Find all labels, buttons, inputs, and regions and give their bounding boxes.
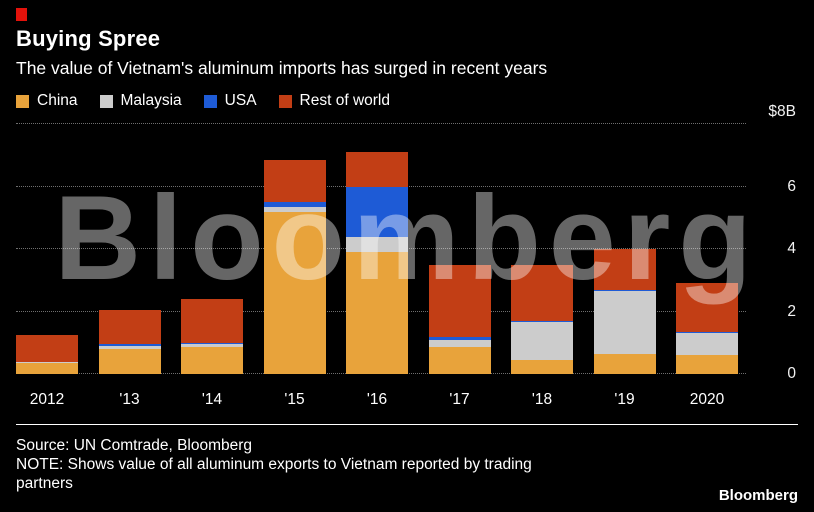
bar-segment-rest-of-world — [593, 249, 656, 290]
bar-segment-usa — [263, 202, 326, 207]
bar-segment-usa — [676, 331, 738, 334]
bar-2012 — [16, 334, 78, 374]
y-tick-label: 0 — [787, 365, 796, 382]
bar-17 — [428, 264, 491, 374]
legend-item-china: China — [16, 92, 78, 110]
chart-area: 0 2 4 6 $8B — [16, 103, 798, 382]
y-tick-label: 6 — [787, 177, 796, 195]
x-tick-label: '16 — [366, 391, 388, 408]
page-title: Buying Spree — [16, 26, 161, 51]
bar-segment-rest-of-world — [346, 152, 408, 187]
legend-item-malaysia: Malaysia — [99, 92, 182, 110]
bar-segment-china — [511, 359, 573, 374]
bar-segment-malaysia — [263, 206, 326, 212]
bar-segment-malaysia — [181, 344, 243, 348]
bar-2020 — [676, 283, 738, 374]
legend-item-usa: USA — [203, 92, 257, 110]
bar-segment-malaysia — [593, 291, 656, 354]
bar-segment-rest-of-world — [676, 283, 738, 332]
bar-segment-china — [181, 347, 243, 374]
bar-segment-rest-of-world — [16, 334, 78, 362]
chart-legend: China Malaysia USA Rest of world — [16, 92, 798, 110]
x-axis-line — [16, 424, 798, 425]
bar-segment-rest-of-world — [263, 159, 326, 203]
bar-segment-malaysia — [428, 339, 491, 348]
x-axis-labels: 2012 '13 '14 '15 '16 '17 '18 '19 2020 — [16, 390, 746, 410]
bar-segment-malaysia — [98, 345, 161, 349]
legend-label: Rest of world — [299, 92, 390, 109]
x-tick-label: 2012 — [29, 391, 65, 408]
bar-segment-china — [263, 211, 326, 374]
legend-label: China — [37, 92, 78, 109]
plot-area — [16, 123, 746, 374]
x-tick-label: '14 — [201, 391, 223, 408]
bar-segment-china — [676, 355, 738, 374]
bar-segment-china — [16, 363, 78, 374]
bar-segment-rest-of-world — [511, 264, 573, 321]
chart-card: Buying Spree The value of Vietnam's alum… — [16, 8, 798, 492]
legend-swatch — [203, 94, 217, 108]
red-accent-mark — [16, 8, 27, 21]
bar-segment-china — [346, 252, 408, 374]
legend-swatch — [99, 94, 113, 108]
x-tick-label: '15 — [284, 391, 305, 408]
y-tick-label: 4 — [787, 240, 796, 257]
bar-segment-rest-of-world — [98, 309, 161, 345]
legend-label: USA — [224, 92, 257, 109]
bloomberg-logo: Bloomberg — [718, 487, 798, 504]
bar-segment-malaysia — [511, 322, 573, 360]
bar-16 — [346, 152, 408, 374]
bar-segment-usa — [98, 344, 161, 346]
bar-segment-malaysia — [346, 236, 408, 253]
source-text: Source: UN Comtrade, Bloomberg — [16, 437, 253, 454]
bar-segment-malaysia — [676, 333, 738, 356]
x-tick-label: '19 — [614, 391, 635, 408]
bar-15 — [263, 159, 326, 374]
bar-segment-china — [98, 349, 161, 374]
legend-item-rest-of-world: Rest of world — [278, 92, 390, 110]
bar-13 — [98, 309, 161, 374]
bar-18 — [511, 264, 573, 374]
bar-14 — [181, 299, 243, 374]
legend-label: Malaysia — [120, 92, 182, 109]
x-tick-label: '17 — [449, 391, 470, 408]
legend-swatch — [16, 94, 29, 108]
y-tick-label: 2 — [787, 302, 796, 320]
gridline — [16, 123, 746, 124]
bar-segment-china — [593, 353, 656, 374]
bar-segment-china — [428, 347, 491, 374]
bar-segment-malaysia — [16, 361, 78, 364]
y-axis: 0 2 4 6 $8B — [746, 103, 798, 382]
bar-19 — [593, 249, 656, 374]
bar-segment-usa — [346, 186, 408, 237]
bar-segment-usa — [511, 320, 573, 323]
bar-segment-usa — [593, 289, 656, 292]
note-text: NOTE: Shows value of all aluminum export… — [16, 456, 532, 492]
bar-segment-usa — [181, 342, 243, 345]
bar-segment-rest-of-world — [428, 264, 491, 337]
bar-segment-usa — [428, 336, 491, 340]
chart-subtitle: The value of Vietnam's aluminum imports … — [16, 58, 548, 78]
bar-segment-rest-of-world — [181, 299, 243, 343]
bars-row — [16, 124, 738, 374]
legend-swatch — [278, 94, 292, 108]
x-tick-label: '18 — [531, 391, 553, 408]
x-tick-label: 2020 — [689, 391, 725, 408]
y-tick-label: $8B — [768, 103, 796, 120]
x-tick-label: '13 — [119, 391, 140, 408]
